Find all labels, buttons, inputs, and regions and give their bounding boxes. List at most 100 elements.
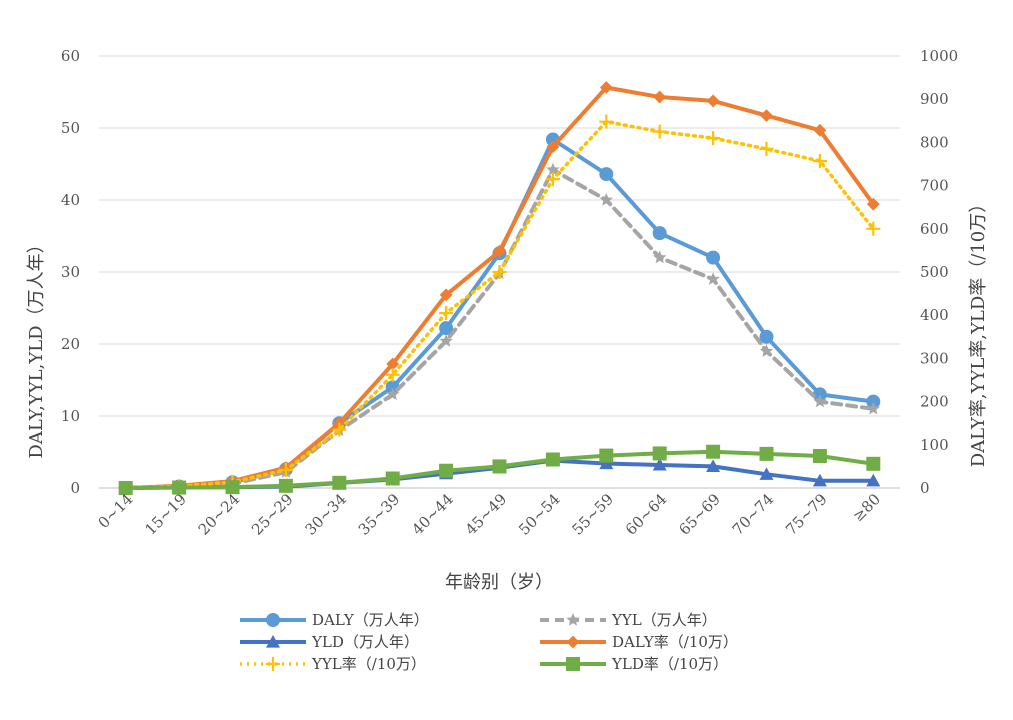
x-tick-label: ≥80 [849, 490, 884, 525]
legend-label: DALY（万人年） [312, 611, 429, 629]
data-point [652, 457, 667, 471]
y-tick-label-right: 500 [920, 263, 949, 281]
data-point [706, 444, 721, 459]
data-point [813, 123, 827, 137]
data-point [172, 480, 187, 495]
data-point [652, 446, 667, 461]
y-tick-label-right: 900 [920, 90, 949, 108]
y-tick-label-right: 400 [920, 306, 949, 324]
data-point [439, 334, 453, 347]
data-point [439, 306, 454, 321]
y-tick-label-left: 20 [61, 335, 80, 353]
x-tick-label: 45~49 [462, 490, 511, 539]
series-0 [118, 132, 881, 495]
legend-item: DALY率（/10万） [540, 633, 738, 651]
data-point [652, 124, 667, 139]
data-point [546, 140, 560, 154]
y-tick-label-right: 300 [920, 349, 949, 367]
data-point [493, 244, 506, 258]
data-point [706, 459, 721, 472]
data-point [546, 162, 560, 176]
data-point [706, 131, 721, 146]
y-tick-label-left: 10 [61, 407, 80, 425]
y-tick-label-right: 1000 [920, 47, 958, 65]
data-point [439, 288, 453, 302]
series-5 [118, 444, 881, 495]
data-point [653, 250, 667, 264]
y-tick-label-left: 50 [61, 119, 80, 137]
data-point [866, 394, 881, 409]
x-tick-label: 30~34 [302, 490, 351, 539]
data-point [759, 141, 774, 156]
y-tick-label-right: 700 [920, 177, 949, 195]
data-point [545, 172, 560, 187]
data-point [545, 452, 560, 467]
data-point [385, 471, 400, 486]
data-point [599, 193, 613, 206]
data-point [278, 462, 293, 477]
legend-label: YYL（万人年） [611, 611, 717, 629]
legend-label: YYL率（/10万） [311, 655, 426, 673]
legend-marker [266, 635, 280, 648]
data-point [599, 456, 614, 470]
legend-label: DALY率（/10万） [612, 633, 738, 651]
y-tick-label-right: 200 [920, 393, 949, 411]
legend-item: DALY（万人年） [240, 611, 429, 629]
data-point [759, 344, 774, 357]
data-point [386, 357, 400, 371]
x-tick-label: 35~39 [355, 490, 404, 539]
data-point [866, 197, 880, 211]
legend-label: YLD率（/10万） [611, 655, 728, 673]
data-point [706, 94, 720, 108]
legend-label: YLD（万人年） [311, 633, 419, 651]
data-point [118, 481, 133, 495]
data-point [225, 480, 240, 495]
y-tick-label-right: 600 [920, 220, 949, 238]
data-point [812, 153, 827, 168]
data-point [759, 467, 774, 480]
data-point [332, 422, 347, 437]
x-axis-title: 年龄别（岁） [445, 572, 553, 593]
data-point [866, 473, 881, 487]
data-point [812, 473, 827, 487]
y-tick-label-left: 40 [61, 191, 80, 209]
data-point [492, 265, 507, 279]
legend-marker [266, 613, 280, 627]
data-point [278, 478, 293, 493]
legend-item: YLD（万人年） [240, 633, 419, 651]
y-axis-title-right: DALY率,YYL率,YLD率（/10万） [968, 195, 989, 468]
legend-marker [566, 635, 580, 649]
series-line [123, 119, 876, 490]
data-point [599, 167, 614, 182]
data-point [866, 401, 880, 415]
legend: DALY（万人年） YYL（万人年） YLD（万人年） DALY率（/10万） YYL率… [240, 611, 738, 673]
series-4 [118, 114, 881, 495]
y-tick-label-right: 800 [920, 133, 949, 151]
data-point [385, 367, 400, 382]
legend-item: YYL（万人年） [540, 611, 717, 629]
y-tick-label-right: 0 [920, 479, 930, 497]
x-tick-label: 0~14 [95, 490, 137, 532]
data-point [439, 463, 454, 478]
data-point [759, 329, 774, 344]
data-point [812, 449, 827, 464]
y-tick-label-right: 100 [920, 436, 949, 454]
data-point [866, 456, 881, 471]
x-tick-label: 50~54 [515, 490, 564, 539]
x-tick-label: 20~24 [195, 490, 244, 539]
data-point [706, 250, 721, 265]
data-point [599, 81, 613, 94]
data-point [653, 90, 667, 104]
data-point [652, 226, 667, 241]
series-line [123, 137, 876, 490]
x-tick-label: 60~64 [622, 490, 671, 539]
legend-marker [566, 657, 580, 671]
x-tick-label: 25~29 [248, 490, 297, 539]
y-tick-label-left: 30 [61, 263, 80, 281]
series-1 [119, 162, 880, 494]
x-tick-label: 40~44 [408, 490, 457, 539]
series-lines [118, 81, 881, 495]
data-point [599, 448, 614, 463]
